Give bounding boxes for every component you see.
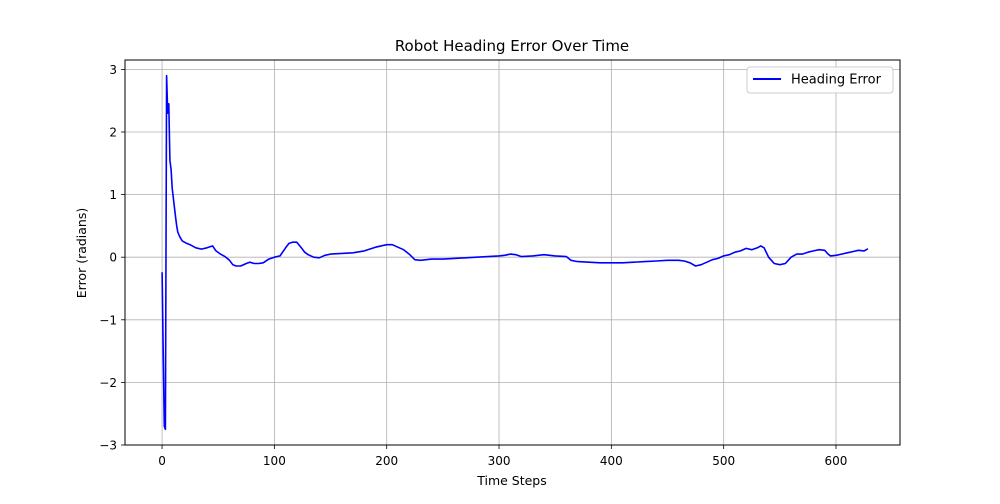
chart-title: Robot Heading Error Over Time [395, 37, 629, 55]
series-layer [161, 74, 869, 431]
legend-box [746, 66, 894, 94]
y-tick-label: −1 [99, 313, 117, 327]
plot-frame [124, 59, 901, 446]
x-tick-label: 600 [825, 454, 848, 468]
y-tick-label: 1 [109, 188, 117, 202]
grid-layer [125, 60, 900, 446]
x-tick-label: 400 [600, 454, 623, 468]
y-axis-label: Error (radians) [74, 208, 89, 299]
y-tick-label: 3 [109, 63, 117, 77]
y-tick-label: −3 [99, 439, 117, 453]
x-axis-label: Time Steps [476, 473, 547, 488]
x-tick-label: 500 [712, 454, 735, 468]
x-tick-label: 200 [375, 454, 398, 468]
tick-layer: 0 100 200 300 400 500 600 −3 −2 −1 0 1 2 3 [99, 63, 847, 468]
legend: Heading Error [746, 66, 894, 94]
x-tick-label: 0 [158, 454, 166, 468]
y-tick-label: −2 [99, 376, 117, 390]
legend-label: Heading Error [791, 73, 882, 88]
series-line-heading-error [161, 74, 869, 431]
y-tick-label: 2 [109, 125, 117, 139]
y-tick-label: 0 [109, 251, 117, 265]
x-tick-label: 300 [488, 454, 511, 468]
x-tick-label: 100 [263, 454, 286, 468]
